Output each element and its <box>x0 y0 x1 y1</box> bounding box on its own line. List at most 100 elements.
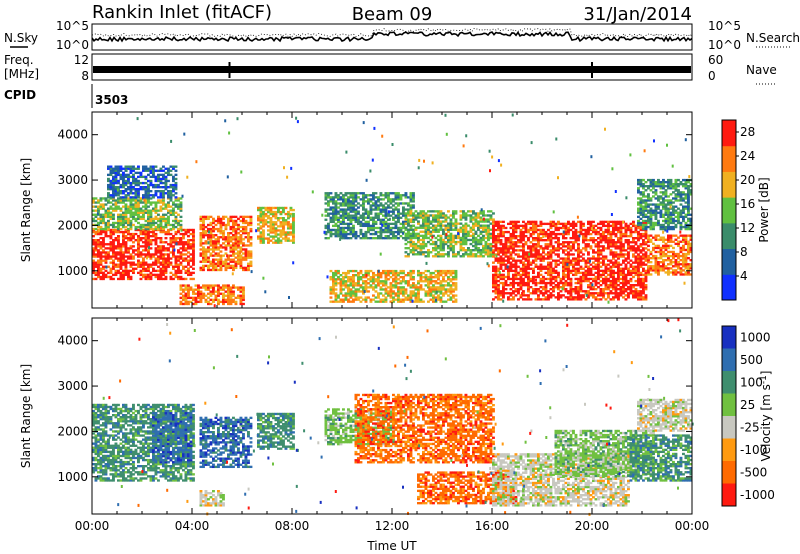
data-cell <box>602 271 605 275</box>
data-cell <box>139 255 143 258</box>
data-cell <box>382 208 385 211</box>
data-cell <box>112 209 115 212</box>
data-cell <box>509 255 513 258</box>
data-cell <box>537 228 540 232</box>
data-cell <box>214 242 218 245</box>
data-cell <box>174 203 178 206</box>
data-cell <box>587 232 590 236</box>
data-cell <box>124 188 128 191</box>
data-cell <box>549 275 553 279</box>
data-cell <box>434 296 438 299</box>
data-cell <box>287 223 290 226</box>
data-cell <box>392 232 395 236</box>
data-cell <box>127 194 130 197</box>
data-cell <box>379 222 383 226</box>
data-cell <box>437 276 440 279</box>
data-cell <box>164 181 168 185</box>
data-cell <box>537 290 540 293</box>
data-cell <box>552 259 555 262</box>
data-cell <box>219 262 223 265</box>
data-cell <box>107 199 110 202</box>
data-cell <box>142 228 145 232</box>
data-cell <box>162 181 165 185</box>
data-cell <box>292 241 295 244</box>
data-cell <box>567 228 570 232</box>
data-cell <box>432 214 435 217</box>
data-cell <box>527 220 530 224</box>
data-cell <box>287 221 290 224</box>
data-cell <box>409 208 413 211</box>
data-cell <box>179 255 183 258</box>
data-cell <box>387 274 390 277</box>
data-cell <box>514 253 518 256</box>
data-cell <box>137 213 140 216</box>
data-cell <box>257 237 260 240</box>
data-cell <box>439 236 443 240</box>
data-cell <box>182 253 185 256</box>
data-cell <box>584 237 588 240</box>
data-cell <box>124 225 128 229</box>
data-cell <box>582 257 585 260</box>
data-cell <box>354 192 358 195</box>
data-cell <box>142 269 145 273</box>
data-cell <box>387 222 390 226</box>
data-cell <box>362 214 365 217</box>
data-cell <box>582 239 585 242</box>
data-cell <box>92 271 95 275</box>
data-cell <box>212 248 215 251</box>
data-cell <box>394 282 398 285</box>
data-cell <box>277 237 280 240</box>
data-cell <box>244 244 248 247</box>
data-cell <box>387 214 390 217</box>
data-cell <box>429 280 433 283</box>
data-cell <box>134 179 138 183</box>
data-cell <box>529 253 533 256</box>
data-cell <box>447 251 450 254</box>
data-cell <box>122 255 125 258</box>
data-cell <box>399 226 403 230</box>
data-cell <box>404 222 408 225</box>
data-cell <box>489 216 493 219</box>
data-cell <box>292 237 295 240</box>
data-cell <box>139 239 143 242</box>
data-cell <box>112 221 115 225</box>
data-cell <box>474 218 478 221</box>
data-cell <box>134 213 138 216</box>
data-cell <box>94 209 98 212</box>
data-cell <box>379 300 383 303</box>
data-cell <box>117 235 120 238</box>
data-cell <box>427 224 430 227</box>
data-cell <box>172 253 175 256</box>
data-cell <box>592 249 595 252</box>
data-cell <box>464 253 468 256</box>
data-cell <box>202 242 205 245</box>
data-cell <box>419 278 423 281</box>
data-cell <box>124 245 128 248</box>
data-cell <box>337 282 340 285</box>
data-cell <box>147 215 150 219</box>
data-cell <box>469 253 473 256</box>
data-cell <box>524 226 528 230</box>
data-cell <box>202 256 205 259</box>
data-cell <box>157 190 160 193</box>
data-cell <box>167 265 170 268</box>
data-cell <box>97 245 100 248</box>
data-cell <box>114 203 118 206</box>
data-cell <box>347 192 350 195</box>
data-cell <box>594 224 598 228</box>
data-cell <box>92 277 95 281</box>
data-cell <box>364 212 368 215</box>
data-cell <box>219 288 223 291</box>
data-cell <box>427 222 430 225</box>
data-cell <box>94 215 98 219</box>
data-cell <box>577 277 580 281</box>
data-cell <box>597 269 600 273</box>
data-cell <box>227 223 230 227</box>
data-cell <box>509 265 513 268</box>
data-cell <box>129 257 133 260</box>
data-cell <box>327 202 330 205</box>
data-cell <box>134 217 138 221</box>
data-cell <box>512 245 515 248</box>
data-cell <box>472 226 475 229</box>
data-cell <box>109 237 113 240</box>
